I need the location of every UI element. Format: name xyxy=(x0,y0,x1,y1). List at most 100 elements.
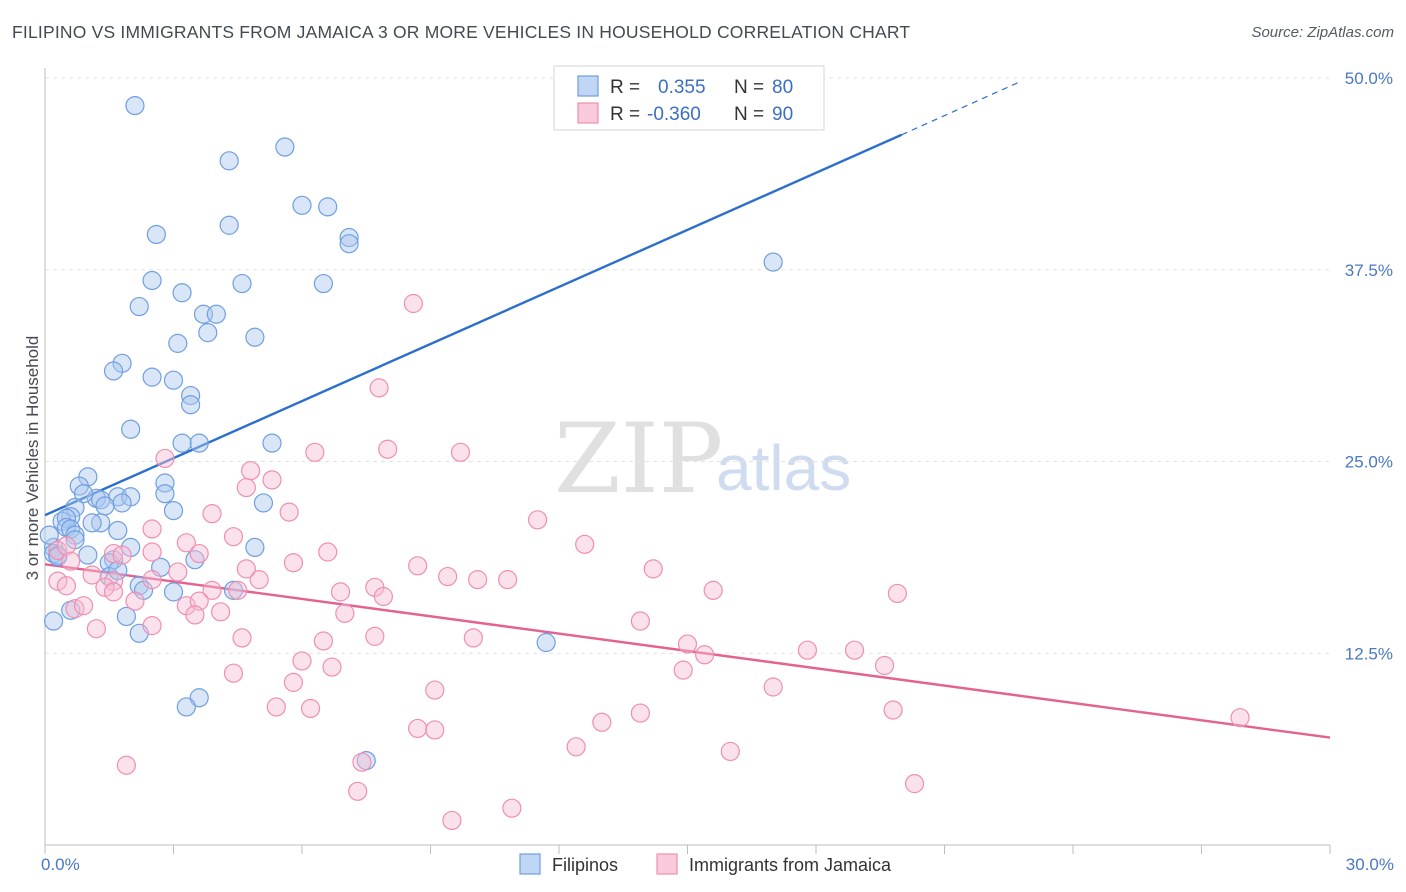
filipinos-point-33 xyxy=(155,484,175,504)
jamaica-point-24 xyxy=(82,565,102,585)
jamaica-point-9 xyxy=(202,504,222,524)
filipinos-point-59 xyxy=(39,525,59,545)
jamaica-point-88 xyxy=(142,519,162,539)
jamaica-point-44 xyxy=(887,583,907,604)
jamaica-point-6 xyxy=(241,461,261,481)
jamaica-point-60 xyxy=(232,628,252,648)
series-legend-swatch-jamaica xyxy=(656,853,678,875)
jamaica-point-62 xyxy=(844,640,865,660)
jamaica-point-42 xyxy=(373,586,393,607)
jamaica-point-82 xyxy=(352,752,372,772)
jamaica-point-73 xyxy=(300,698,321,719)
jamaica-point-83 xyxy=(116,755,136,775)
jamaica-point-27 xyxy=(142,570,162,590)
jamaica-point-15 xyxy=(575,534,595,554)
x-tick-label-0: 0.0% xyxy=(41,855,80,874)
series-1-points xyxy=(48,293,1250,831)
y-tick-label-3: 50.0% xyxy=(1345,69,1393,88)
jamaica-point-57 xyxy=(463,628,483,648)
jamaica-point-50 xyxy=(73,596,94,616)
jamaica-point-53 xyxy=(86,619,107,639)
jamaica-point-86 xyxy=(904,774,925,794)
series-legend: Filipinos Immigrants from Jamaica xyxy=(519,853,892,875)
jamaica-point-0 xyxy=(403,293,423,314)
jamaica-point-14 xyxy=(223,527,244,547)
jamaica-point-31 xyxy=(438,566,458,587)
jamaica-point-71 xyxy=(763,677,783,697)
legend-r-value-2: -0.360 xyxy=(647,104,701,125)
trend-lines xyxy=(44,80,1331,739)
jamaica-point-23 xyxy=(48,571,68,591)
filipinos-point-48 xyxy=(82,513,102,533)
filipinos-point-41 xyxy=(95,496,115,516)
filipinos-point-70 xyxy=(163,582,184,602)
jamaica-point-1 xyxy=(369,378,389,398)
filipinos-point-7 xyxy=(339,227,359,248)
jamaica-point-69 xyxy=(283,672,304,692)
filipinos-point-21 xyxy=(103,361,124,381)
watermark: ZIP atlas xyxy=(554,403,851,515)
jamaica-point-32 xyxy=(468,570,488,590)
jamaica-point-17 xyxy=(142,542,162,562)
filipinos-point-39 xyxy=(253,493,274,513)
jamaica-point-87 xyxy=(442,810,462,831)
filipinos-point-10 xyxy=(142,270,162,291)
jamaica-point-37 xyxy=(103,582,124,602)
y-tick-label-2: 37.5% xyxy=(1345,261,1393,280)
filipinos-point-73 xyxy=(116,606,136,627)
watermark-zip: ZIP xyxy=(554,403,723,515)
jamaica-point-65 xyxy=(322,657,342,677)
legend-n-value-2: 90 xyxy=(772,104,793,125)
filipinos-point-71 xyxy=(223,580,244,600)
jamaica-point-7 xyxy=(262,470,282,490)
jamaica-point-54 xyxy=(142,616,162,636)
filipinos-point-8 xyxy=(339,234,359,254)
jamaica-point-16 xyxy=(318,542,338,562)
jamaica-point-26 xyxy=(168,562,188,582)
legend-n-value-1: 80 xyxy=(772,77,793,98)
jamaica-point-2 xyxy=(378,439,398,459)
series-legend-label-filipinos: Filipinos xyxy=(552,855,618,875)
jamaica-point-10 xyxy=(279,502,299,522)
jamaica-point-56 xyxy=(365,626,385,646)
filipinos-point-52 xyxy=(108,520,128,541)
jamaica-point-66 xyxy=(223,663,244,683)
x-tick-label-1: 30.0% xyxy=(1346,855,1394,874)
filipinos-point-13 xyxy=(172,283,192,303)
jamaica-point-78 xyxy=(408,718,428,739)
jamaica-point-80 xyxy=(566,737,586,757)
filipinos-point-27 xyxy=(189,433,209,453)
filipinos-point-74 xyxy=(43,611,64,631)
jamaica-point-21 xyxy=(56,536,77,556)
jamaica-point-19 xyxy=(112,545,132,565)
filipinos-point-57 xyxy=(78,545,98,565)
filipinos-point-32 xyxy=(155,473,175,493)
y-tick-label-1: 25.0% xyxy=(1345,453,1393,472)
filipinos-point-0 xyxy=(125,96,145,116)
jamaica-point-22 xyxy=(61,551,81,571)
series-legend-swatch-filipinos xyxy=(519,853,541,875)
jamaica-point-85 xyxy=(502,798,522,818)
jamaica-point-68 xyxy=(874,655,895,676)
jamaica-trend-line xyxy=(44,563,1331,739)
filipinos-point-25 xyxy=(181,395,201,415)
filipinos-point-16 xyxy=(206,304,226,324)
series-legend-label-jamaica: Immigrants from Jamaica xyxy=(689,855,892,875)
jamaica-point-67 xyxy=(673,660,693,680)
filipinos-point-12 xyxy=(313,273,334,294)
filipinos-point-26 xyxy=(121,419,141,439)
jamaica-point-43 xyxy=(703,580,723,600)
jamaica-point-4 xyxy=(450,442,471,462)
jamaica-point-61 xyxy=(695,645,715,665)
jamaica-point-33 xyxy=(498,570,518,590)
jamaica-point-29 xyxy=(283,553,304,573)
watermark-atlas: atlas xyxy=(716,432,851,504)
filipinos-point-2 xyxy=(219,151,239,171)
legend-r-label-2: R = xyxy=(610,104,640,125)
jamaica-point-63 xyxy=(797,640,818,660)
legend-n-label-1: N = xyxy=(734,77,764,98)
filipinos-point-1 xyxy=(275,137,295,157)
jamaica-point-13 xyxy=(189,543,209,564)
filipinos-point-9 xyxy=(763,252,783,272)
